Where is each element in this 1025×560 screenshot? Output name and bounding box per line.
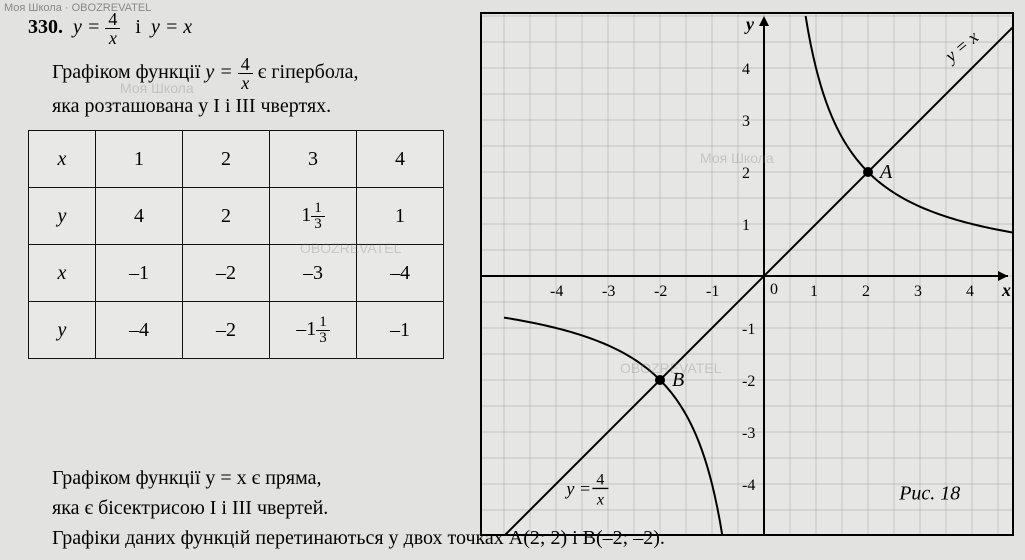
- and-word: і: [135, 16, 141, 38]
- svg-text:3: 3: [742, 113, 750, 130]
- desc1-den: x: [238, 74, 253, 92]
- svg-text:B: B: [672, 369, 684, 391]
- cell: 1: [96, 131, 183, 188]
- desc1-a: Графіком функції: [52, 61, 205, 83]
- bottom-l2: яка є бісектрисою I і III чвертей.: [52, 497, 328, 519]
- svg-text:A: A: [878, 161, 893, 183]
- svg-text:3: 3: [914, 283, 922, 300]
- cell: 2: [183, 131, 270, 188]
- page-root: Моя Школа · OBOZREVATEL 330. y = 4 x і y…: [0, 0, 1025, 560]
- svg-text:2: 2: [742, 165, 750, 182]
- cell: –1: [96, 245, 183, 302]
- eq1-fraction: 4 x: [105, 10, 120, 47]
- eq1-lhs: y =: [73, 16, 100, 38]
- cell: 4: [96, 188, 183, 245]
- svg-text:-2: -2: [654, 283, 667, 300]
- cell: –4: [357, 245, 444, 302]
- mixed-whole: 1: [301, 204, 311, 226]
- left-column: 330. y = 4 x і y = x Графіком функції y …: [28, 10, 468, 359]
- cell-mixed: –113: [270, 302, 357, 359]
- cell: 4: [357, 131, 444, 188]
- cell: 2: [183, 188, 270, 245]
- cell: 1: [357, 188, 444, 245]
- problem-statement: 330. y = 4 x і y = x: [28, 10, 468, 47]
- cell-x-header: x: [29, 131, 96, 188]
- desc1-eq-lhs: y =: [205, 61, 232, 83]
- svg-text:-3: -3: [742, 425, 755, 442]
- svg-text:-4: -4: [550, 283, 563, 300]
- table-row: y 4 2 113 1: [29, 188, 444, 245]
- table-row: x 1 2 3 4: [29, 131, 444, 188]
- svg-text:2: 2: [862, 283, 870, 300]
- table-row: y –4 –2 –113 –1: [29, 302, 444, 359]
- cell: –2: [183, 302, 270, 359]
- desc1-frac: 4 x: [238, 55, 253, 92]
- desc2: яка розташована у I і III чвертях.: [52, 95, 331, 117]
- svg-text:-1: -1: [742, 321, 755, 338]
- problem-number: 330.: [28, 16, 63, 38]
- cell: –3: [270, 245, 357, 302]
- eq1-den: x: [105, 29, 120, 47]
- cell-y-header: y: [29, 302, 96, 359]
- table-row: x –1 –2 –3 –4: [29, 245, 444, 302]
- cell: –4: [96, 302, 183, 359]
- chart-svg: -4-4-3-3-2-2-1-1112233440yxABy = xy =4xР…: [482, 14, 1012, 534]
- svg-text:1: 1: [742, 217, 750, 234]
- eq2: y = x: [151, 16, 192, 38]
- eq1-num: 4: [105, 10, 120, 29]
- svg-text:-2: -2: [742, 373, 755, 390]
- desc1-b: є гіпербола,: [258, 61, 359, 83]
- mixed-whole: –1: [296, 318, 316, 340]
- svg-text:-3: -3: [602, 283, 615, 300]
- description-1: Графіком функції y = 4 x є гіпербола, як…: [52, 55, 468, 120]
- svg-text:1: 1: [810, 283, 818, 300]
- svg-text:x: x: [1001, 280, 1011, 300]
- bottom-text: Графіком функції y = x є пряма, яка є бі…: [52, 463, 992, 553]
- svg-text:4: 4: [966, 283, 974, 300]
- svg-text:0: 0: [770, 281, 778, 298]
- cell-mixed: 113: [270, 188, 357, 245]
- svg-text:y: y: [744, 14, 755, 34]
- cell: –1: [357, 302, 444, 359]
- svg-text:4: 4: [742, 61, 750, 78]
- bottom-l3: Графіки даних функцій перетинаються у дв…: [52, 527, 665, 549]
- bottom-l1: Графіком функції y = x є пряма,: [52, 467, 322, 489]
- cell-x-header: x: [29, 245, 96, 302]
- chart-panel: -4-4-3-3-2-2-1-1112233440yxABy = xy =4xР…: [480, 12, 1014, 536]
- desc1-num: 4: [238, 55, 253, 74]
- cell: 3: [270, 131, 357, 188]
- values-table: x 1 2 3 4 y 4 2 113 1 x –1 –2 –3 –4: [28, 130, 444, 359]
- cell: –2: [183, 245, 270, 302]
- svg-text:-1: -1: [706, 283, 719, 300]
- cell-y-header: y: [29, 188, 96, 245]
